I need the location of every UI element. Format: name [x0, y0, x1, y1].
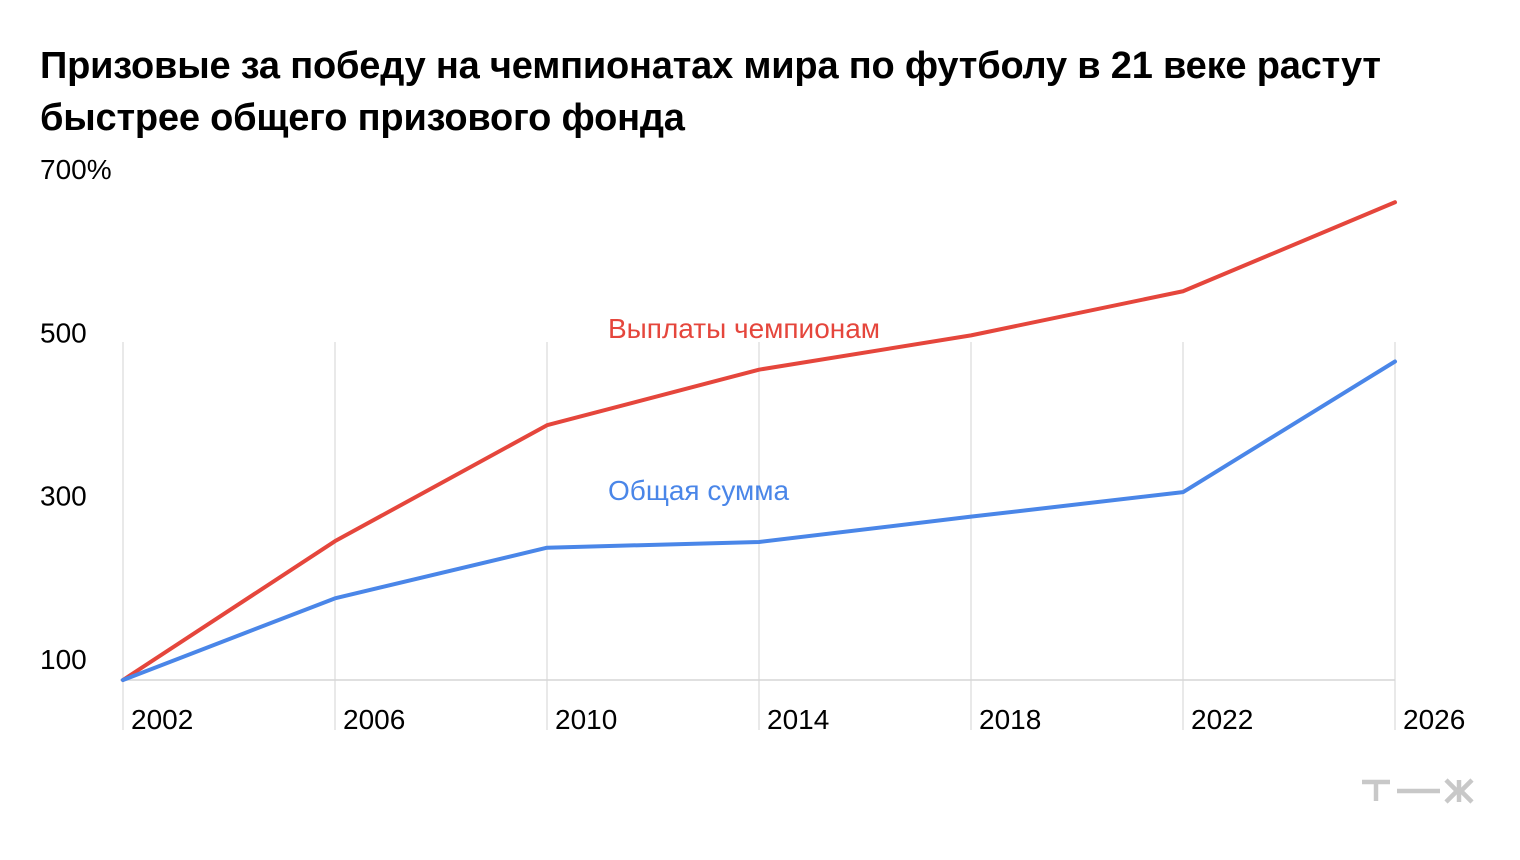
x-tick-label: 2018: [979, 704, 1041, 735]
series-lines: [121, 200, 1397, 682]
y-tick-label: 500: [40, 317, 87, 348]
series-labels: Выплаты чемпионам Общая сумма: [608, 313, 880, 506]
x-tick-label: 2002: [131, 704, 193, 735]
series-line-total: [121, 359, 1397, 682]
x-tick-label: 2006: [343, 704, 405, 735]
y-tick-labels: 100 300 500 700%: [40, 154, 112, 675]
series-label-total: Общая сумма: [608, 475, 790, 506]
x-tick-label: 2022: [1191, 704, 1253, 735]
y-tick-label: 700%: [40, 154, 112, 185]
chart-title: Призовые за победу на чемпионатах мира п…: [40, 45, 1381, 139]
x-tick-labels: 2002 2006 2010 2014 2018 2022 2026: [131, 704, 1465, 735]
x-tick-label: 2026: [1403, 704, 1465, 735]
tj-logo: [1362, 778, 1480, 809]
x-tick-label: 2014: [767, 704, 829, 735]
y-tick-label: 300: [40, 481, 87, 512]
grid-lines: [122, 342, 1396, 730]
y-tick-label: 100: [40, 644, 87, 675]
series-line-champions: [121, 200, 1397, 682]
x-tick-label: 2010: [555, 704, 617, 735]
series-label-champions: Выплаты чемпионам: [608, 313, 880, 344]
